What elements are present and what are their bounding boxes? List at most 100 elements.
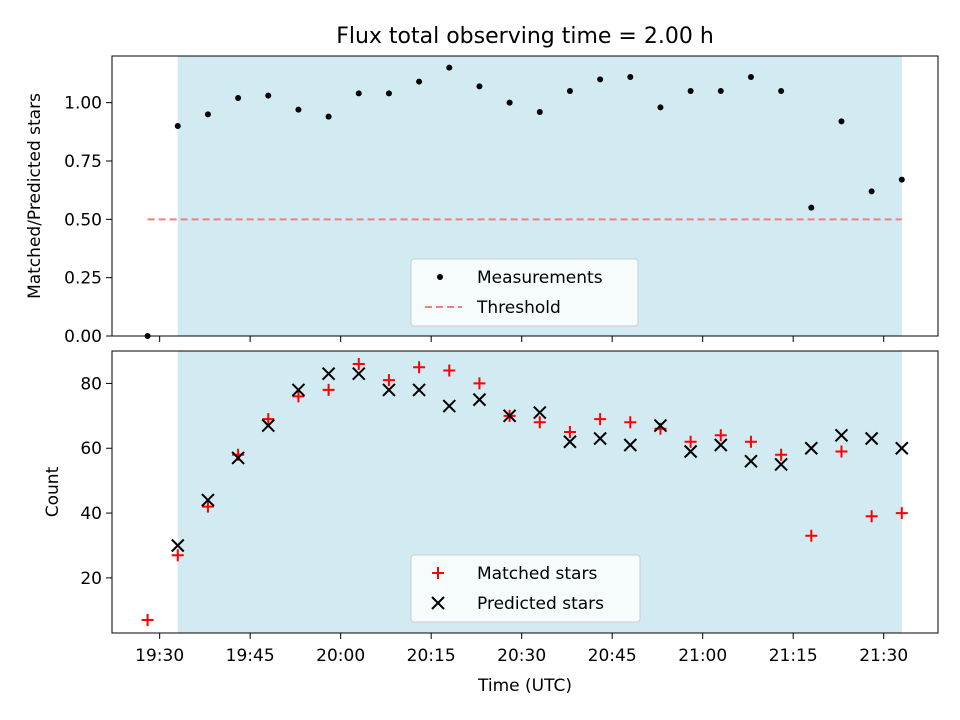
matched-star-point: [382, 374, 395, 387]
matched-star-point: [624, 416, 637, 429]
x-tick-label: 20:30: [497, 646, 546, 666]
predicted-star-point: [533, 405, 547, 420]
legend-predicted-marker: [431, 596, 445, 610]
predicted-star-point: [472, 392, 487, 407]
top-y-axis-label: Matched/Predicted stars: [25, 93, 45, 299]
matched-star-point: [865, 510, 878, 523]
predicted-star-point: [382, 383, 396, 397]
top-chart-title: Flux total observing time = 2.00 h: [336, 24, 714, 49]
predicted-star-point: [593, 431, 607, 446]
matched-star-point: [171, 549, 184, 562]
bottom-x-axis-label: Time (UTC): [477, 676, 572, 696]
measurement-point: [476, 83, 483, 90]
measurement-point: [174, 123, 181, 129]
measurement-point: [416, 78, 423, 85]
bottom-y-ticks: 20 40 60 80: [80, 374, 112, 589]
legend-measurements-marker: [437, 274, 443, 280]
legend-matched-marker: [432, 567, 444, 579]
predicted-stars-series: [171, 366, 909, 553]
predicted-star-point: [201, 493, 215, 507]
predicted-star-point: [714, 438, 728, 452]
measurement-point: [597, 76, 604, 83]
matched-star-point: [352, 357, 365, 370]
measurement-point: [657, 104, 664, 111]
predicted-star-point: [744, 454, 758, 468]
matched-star-point: [835, 445, 848, 458]
predicted-star-point: [683, 444, 698, 459]
y-tick-label: 0.25: [64, 269, 102, 289]
measurement-point: [446, 64, 453, 71]
measurement-point: [868, 188, 875, 195]
matched-star-point: [201, 500, 214, 513]
y-tick-label: 0.00: [64, 327, 102, 347]
legend-threshold-label: Threshold: [476, 298, 561, 318]
predicted-star-point: [261, 418, 275, 433]
top-panel: Flux total observing time = 2.00 h 0.00 0…: [25, 24, 939, 347]
measurement-point: [265, 92, 272, 99]
legend-predicted-label: Predicted stars: [477, 594, 604, 614]
matched-star-point: [262, 413, 275, 426]
measurement-point: [566, 88, 573, 94]
x-tick-label: 21:15: [769, 646, 818, 666]
x-tick-label: 20:00: [316, 646, 365, 666]
measurement-point: [627, 74, 634, 80]
bottom-plot-frame: [111, 350, 939, 634]
measurement-point: [747, 74, 754, 80]
x-tick-label: 19:30: [135, 646, 184, 666]
bottom-panel: 20 40 60 80 19:30 19:45 20:00 20:15 20:30 20:45 2…: [43, 350, 939, 696]
predicted-star-point: [291, 383, 306, 397]
x-tick-label: 21:00: [678, 646, 727, 666]
matched-star-point: [533, 416, 546, 429]
measurement-point: [295, 106, 302, 113]
matched-star-point: [473, 377, 486, 390]
matched-star-point: [292, 390, 305, 403]
bottom-y-axis-label: Count: [43, 466, 63, 517]
matched-star-point: [714, 429, 727, 442]
matched-star-point: [744, 435, 757, 448]
predicted-star-point: [502, 409, 517, 423]
matched-star-point: [322, 383, 335, 396]
y-tick-label: 0.75: [64, 152, 102, 172]
matched-star-point: [563, 426, 576, 439]
measurement-point: [506, 99, 513, 106]
legend-measurements-label: Measurements: [477, 268, 603, 288]
top-x-ticks: [159, 336, 885, 342]
predicted-star-point: [442, 399, 456, 413]
predicted-star-point: [834, 428, 849, 442]
bottom-legend: Matched stars Predicted stars: [410, 554, 641, 623]
y-tick-label: 60: [80, 439, 102, 459]
measurements-series: [144, 64, 905, 339]
measurement-point: [717, 88, 724, 94]
x-tick-label: 19:45: [226, 646, 275, 666]
matched-star-point: [805, 529, 818, 542]
measurement-point: [808, 204, 815, 211]
y-tick-label: 1.00: [64, 94, 102, 114]
measurement-point: [235, 95, 242, 101]
matched-star-point: [684, 435, 697, 448]
predicted-star-point: [623, 438, 637, 452]
y-tick-label: 80: [80, 374, 102, 394]
measurement-point: [385, 90, 392, 97]
predicted-star-point: [231, 451, 245, 465]
matched-star-point: [895, 507, 908, 520]
matched-star-point: [443, 364, 456, 377]
measurement-point: [778, 88, 785, 94]
predicted-star-point: [352, 366, 366, 381]
predicted-star-point: [321, 366, 336, 381]
measurement-point: [838, 118, 845, 125]
y-tick-label: 20: [80, 569, 102, 589]
measurement-point: [687, 88, 694, 94]
measurement-point: [355, 90, 362, 97]
matched-star-point: [141, 614, 154, 627]
y-tick-label: 40: [80, 504, 102, 524]
top-legend: Measurements Threshold: [410, 258, 639, 327]
measurement-point: [325, 113, 332, 120]
predicted-star-point: [895, 441, 909, 455]
predicted-star-point: [864, 431, 879, 446]
matched-star-point: [775, 448, 788, 461]
predicted-star-point: [653, 418, 668, 433]
x-tick-label: 20:45: [588, 646, 637, 666]
measurement-point: [898, 176, 905, 183]
matched-star-point: [594, 413, 607, 426]
legend-matched-label: Matched stars: [477, 564, 597, 584]
